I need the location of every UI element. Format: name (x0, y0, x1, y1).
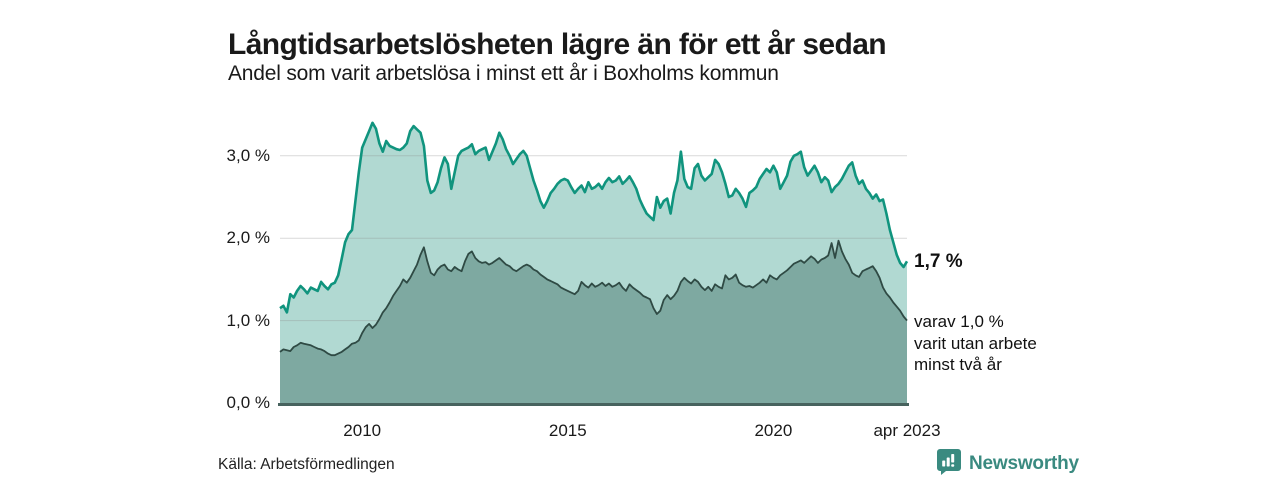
latest-value-annotation: 1,7 % (914, 251, 963, 272)
x-tick-label: 2015 (548, 421, 587, 440)
newsworthy-logo[interactable]: Newsworthy (936, 448, 1079, 480)
y-tick-label: 1,0 % (226, 310, 270, 330)
line-min-two-years (279, 239, 908, 357)
secondary-annotation: varav 1,0 % varit utan arbete minst två … (914, 311, 1037, 376)
x-tick-label: apr 2023 (873, 421, 941, 440)
y-tick-label: 2,0 % (226, 228, 270, 248)
secondary-annotation-line: varit utan arbete (914, 333, 1037, 353)
y-tick-label: 0,0 % (226, 393, 270, 412)
newsworthy-icon (936, 448, 962, 480)
x-tick-label: 2010 (343, 421, 382, 440)
page-title: Långtidsarbetslösheten lägre än för ett … (228, 28, 887, 62)
source-attribution: Källa: Arbetsförmedlingen (218, 456, 395, 473)
area-min-two-years (280, 240, 907, 403)
newsworthy-wordmark: Newsworthy (969, 453, 1079, 474)
secondary-annotation-line: varav 1,0 % (914, 312, 1004, 331)
chart-subtitle: Andel som varit arbetslösa i minst ett å… (228, 62, 779, 85)
y-tick-label: 3,0 % (226, 145, 270, 165)
secondary-annotation-line: minst två år (914, 355, 1002, 374)
x-tick-label: 2020 (754, 421, 793, 440)
line-min-one-year (279, 121, 909, 314)
